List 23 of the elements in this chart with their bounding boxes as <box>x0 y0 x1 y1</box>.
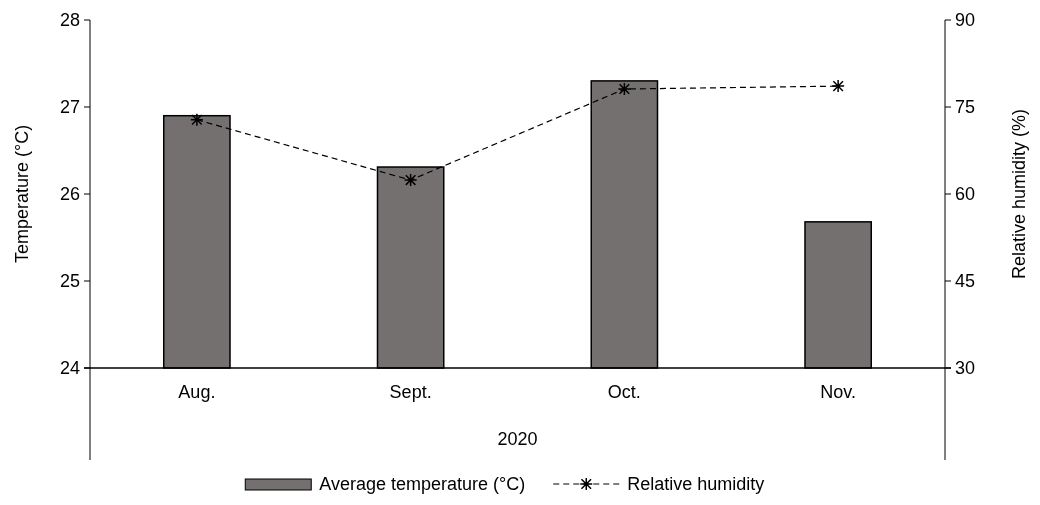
x-tick-label: Sept. <box>389 382 432 402</box>
point <box>190 113 204 127</box>
y-tick-label: 25 <box>59 271 80 292</box>
point <box>403 173 418 187</box>
y2-axis-title: Relative humidity (%) <box>1009 108 1029 280</box>
y-axis-title: Temperature (°C) <box>12 124 32 264</box>
legend-label: Average temperature (°C) <box>319 474 526 494</box>
y2-tick-label: 30 <box>955 358 976 379</box>
y-tick-label: 26 <box>59 184 80 205</box>
x-axis-title: 2020 <box>497 429 538 449</box>
y-tick-label: 28 <box>59 10 80 31</box>
y-tick-label: 24 <box>59 358 80 379</box>
legend-label: Relative humidity <box>627 474 765 494</box>
y2-tick-label: 45 <box>955 271 976 292</box>
y2-tick-label: 90 <box>955 10 976 31</box>
x-tick-label: Oct. <box>607 382 641 402</box>
x-tick-label: Nov. <box>820 382 856 402</box>
y2-tick-label: 60 <box>955 184 976 205</box>
point <box>831 79 845 93</box>
y2-tick-label: 75 <box>955 97 976 118</box>
x-tick-label: Aug. <box>178 382 216 402</box>
y-tick-label: 27 <box>59 97 80 118</box>
point <box>617 82 632 96</box>
